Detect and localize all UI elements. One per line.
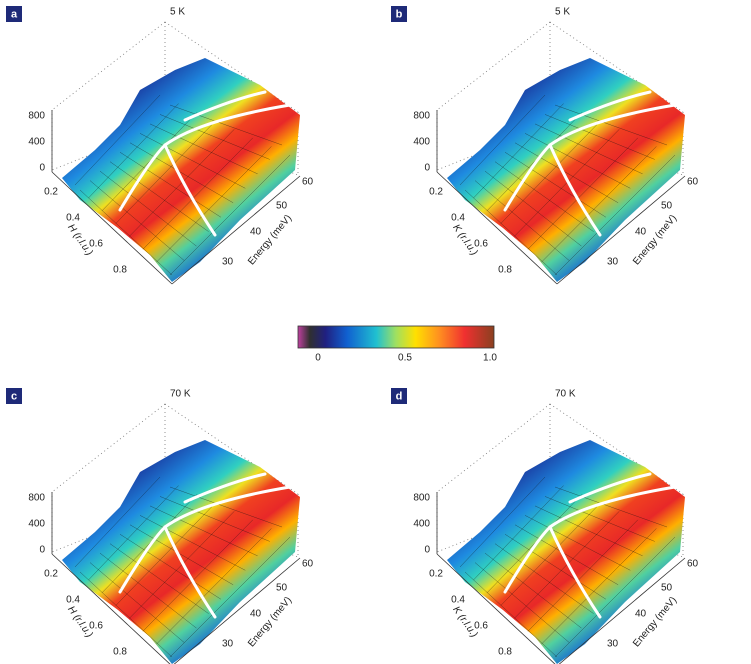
temperature: 70 K: [555, 389, 576, 400]
energy-tick-label: 50: [661, 201, 673, 212]
panel-label-box: [391, 388, 407, 404]
box-lines: [436, 21, 684, 176]
z-tick-label: 800: [28, 493, 45, 504]
panel-label: d: [396, 390, 403, 402]
energy-tick-label: 60: [687, 177, 699, 188]
x-tick-label: 0.2: [429, 569, 443, 580]
energy-tick-label: 40: [635, 227, 647, 238]
panel-label: c: [11, 390, 17, 402]
z-tick-label: 400: [28, 519, 45, 530]
z-tick-label: 400: [413, 137, 430, 148]
x-tick-label: 0.2: [44, 187, 58, 198]
temperature: 70 K: [170, 389, 191, 400]
panel-label-box: [6, 6, 22, 22]
energy-axis: [558, 557, 686, 664]
colorbar-tick-label: 1.0: [483, 353, 497, 364]
energy-axis-title: Energy (meV): [246, 595, 294, 649]
x-tick-label: 0.2: [429, 187, 443, 198]
temperature: 5 K: [555, 7, 570, 18]
dispersion-line: [548, 143, 602, 237]
z-tick-label: 800: [413, 493, 430, 504]
x-tick-label: 0.6: [474, 621, 488, 632]
panel-label-box: [391, 6, 407, 22]
energy-tick-label: 40: [635, 609, 647, 620]
box-lines: [436, 403, 684, 558]
dispersion-line: [503, 103, 677, 212]
x-tick-label: 0.8: [113, 265, 127, 276]
energy-tick-label: 30: [607, 639, 619, 650]
dispersion-line: [568, 472, 652, 504]
x-tick-label: 0.4: [66, 213, 80, 224]
x-tick-label: 0.8: [498, 647, 512, 658]
dispersion-line: [183, 472, 267, 504]
h-axis: [436, 171, 558, 285]
temperature: 5 K: [170, 7, 185, 18]
colorbar-tick-label: 0.5: [398, 353, 412, 364]
energy-axis: [171, 175, 301, 285]
energy-tick-label: 50: [276, 583, 288, 594]
z-tick-label: 800: [413, 111, 430, 122]
dispersion-line: [503, 485, 677, 594]
dispersion-line: [163, 525, 217, 619]
box-lines: [51, 403, 299, 558]
x-tick-label: 0.8: [113, 647, 127, 658]
colorbar: 0 0.5 1.0: [297, 325, 497, 364]
dispersion-line: [118, 103, 292, 212]
x-tick-label: 0.2: [44, 569, 58, 580]
energy-tick-label: 60: [302, 559, 314, 570]
x-tick-label: 0.4: [66, 595, 80, 606]
x-tick-label: 0.4: [451, 595, 465, 606]
dispersion-line: [183, 90, 267, 122]
x-tick-label: 0.6: [89, 239, 103, 250]
z-tick-label: 400: [28, 137, 45, 148]
panel-label: b: [396, 8, 403, 20]
h-axis: [51, 171, 173, 285]
energy-tick-label: 60: [687, 559, 699, 570]
dispersion-line: [568, 90, 652, 122]
energy-axis: [173, 557, 301, 664]
panel-label: a: [11, 8, 18, 20]
energy-tick-label: 30: [222, 639, 234, 650]
dispersion-line: [548, 525, 602, 619]
energy-tick-label: 50: [661, 583, 673, 594]
z-tick-label: 0: [39, 163, 45, 174]
z-tick-label: 0: [424, 163, 430, 174]
z-tick-label: 0: [424, 545, 430, 556]
x-tick-label: 0.4: [451, 213, 465, 224]
z-tick-label: 0: [39, 545, 45, 556]
panel-label-box: [6, 388, 22, 404]
energy-tick-label: 60: [302, 177, 314, 188]
z-tick-label: 800: [28, 111, 45, 122]
energy-tick-label: 50: [276, 201, 288, 212]
energy-axis-title: Energy (meV): [246, 213, 294, 267]
energy-tick-label: 40: [250, 227, 262, 238]
h-axis: [436, 553, 556, 664]
x-tick-label: 0.6: [89, 621, 103, 632]
x-tick-label: 0.8: [498, 265, 512, 276]
box-lines: [51, 21, 299, 176]
colorbar-tick-label: 0: [315, 353, 321, 364]
colorbar-scale: [297, 325, 495, 349]
energy-axis-title: Energy (meV): [631, 595, 679, 649]
x-tick-label: 0.6: [474, 239, 488, 250]
energy-axis: [556, 175, 686, 285]
z-tick-label: 400: [413, 519, 430, 530]
dispersion-line: [118, 485, 292, 594]
energy-tick-label: 30: [607, 257, 619, 268]
energy-axis-title: Energy (meV): [631, 213, 679, 267]
dispersion-line: [163, 143, 217, 237]
energy-tick-label: 40: [250, 609, 262, 620]
h-axis: [51, 553, 171, 664]
energy-tick-label: 30: [222, 257, 234, 268]
